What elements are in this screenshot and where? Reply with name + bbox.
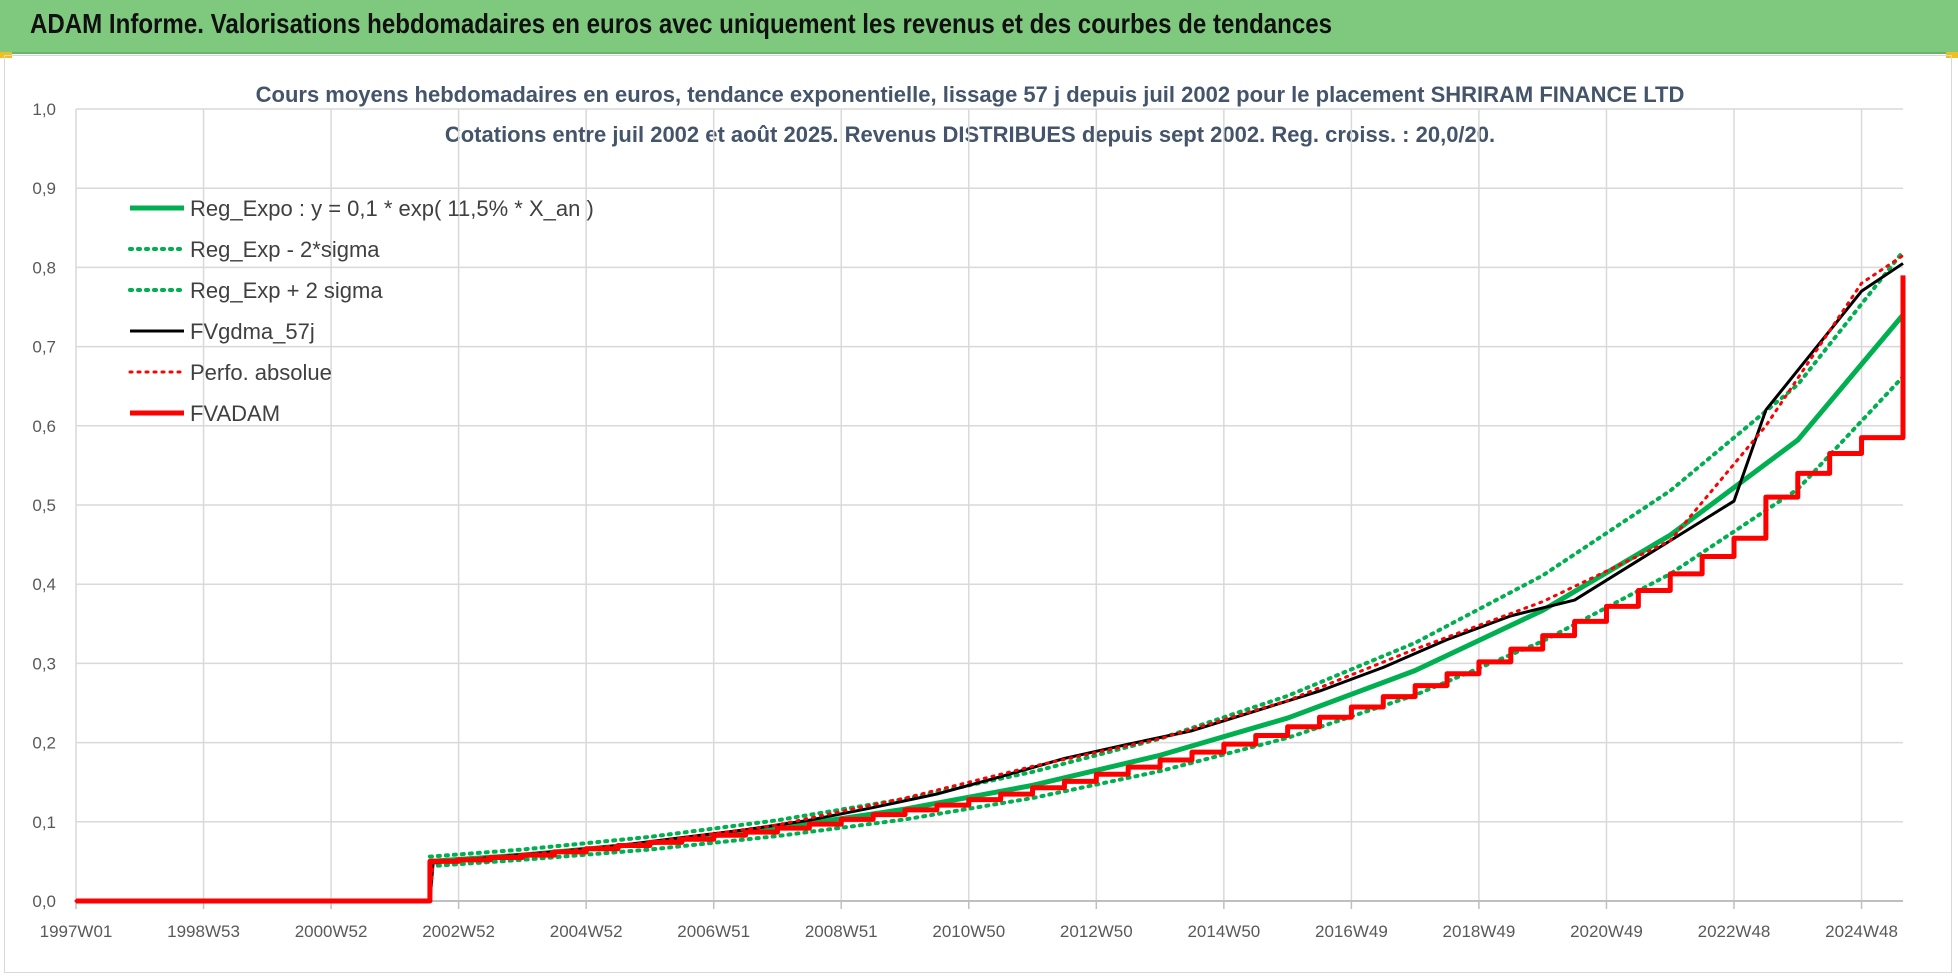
legend-label: FVgdma_57j	[190, 319, 315, 344]
x-tick-label: 2008W51	[805, 922, 878, 941]
x-tick-label: 2010W50	[932, 922, 1005, 941]
y-axis: 0,0 0,1 0,2 0,3 0,4 0,5 0,6 0,7 0,8 0,9 1,0	[32, 100, 56, 911]
x-tick-label: 2014W50	[1187, 922, 1260, 941]
y-tick-label: 0,9	[32, 179, 56, 198]
header-banner: ADAM Informe. Valorisations hebdomadaire…	[0, 0, 1958, 54]
legend-label: FVADAM	[190, 401, 280, 426]
x-tick-label: 1998W53	[167, 922, 240, 941]
x-tick-label: 2012W50	[1060, 922, 1133, 941]
series-line-1	[427, 374, 1905, 869]
legend-label: Reg_Exp + 2 sigma	[190, 278, 383, 303]
y-tick-label: 0,5	[32, 496, 56, 515]
x-axis: 1997W01 1998W53 2000W52 2002W52 2004W52 2006W…	[40, 922, 1898, 941]
chart-title-line2: Cotations entre juil 2002 et août 2025. …	[445, 122, 1495, 147]
y-tick-label: 0,0	[32, 892, 56, 911]
legend: Reg_Expo : y = 0,1 * exp( 11,5% * X_an )…	[128, 196, 594, 426]
legend-label: Reg_Exp - 2*sigma	[190, 237, 380, 262]
x-tick-label: 2006W51	[677, 922, 750, 941]
y-tick-label: 1,0	[32, 100, 56, 119]
y-tick-label: 0,6	[32, 417, 56, 436]
y-tick-label: 0,3	[32, 654, 56, 673]
x-tick-label: 2018W49	[1443, 922, 1516, 941]
legend-label: Reg_Expo : y = 0,1 * exp( 11,5% * X_an )	[190, 196, 594, 221]
chart-frame	[4, 55, 1952, 973]
x-tick-label: 2024W48	[1825, 922, 1898, 941]
series-line-5	[76, 275, 1906, 904]
x-tick-label: 2016W49	[1315, 922, 1388, 941]
y-tick-label: 0,7	[32, 338, 56, 357]
series-layer	[74, 249, 1906, 904]
y-tick-label: 0,4	[32, 575, 56, 594]
series-line-0	[429, 313, 1905, 864]
series-line-4	[74, 254, 1905, 903]
y-tick-label: 0,1	[32, 813, 56, 832]
legend-label: Perfo. absolue	[190, 360, 332, 385]
series-line-2	[427, 249, 1905, 859]
y-tick-label: 0,2	[32, 734, 56, 753]
x-tick-label: 1997W01	[40, 922, 113, 941]
x-tick-label: 2022W48	[1698, 922, 1771, 941]
corner-marker	[1946, 52, 1958, 58]
page-title: ADAM Informe. Valorisations hebdomadaire…	[30, 8, 1333, 39]
grid	[75, 108, 1903, 909]
x-tick-label: 2020W49	[1570, 922, 1643, 941]
chart-title-line1: Cours moyens hebdomadaires en euros, ten…	[256, 82, 1685, 107]
y-tick-label: 0,8	[32, 258, 56, 277]
x-tick-label: 2004W52	[550, 922, 623, 941]
x-tick-label: 2000W52	[295, 922, 368, 941]
x-tick-label: 2002W52	[422, 922, 495, 941]
